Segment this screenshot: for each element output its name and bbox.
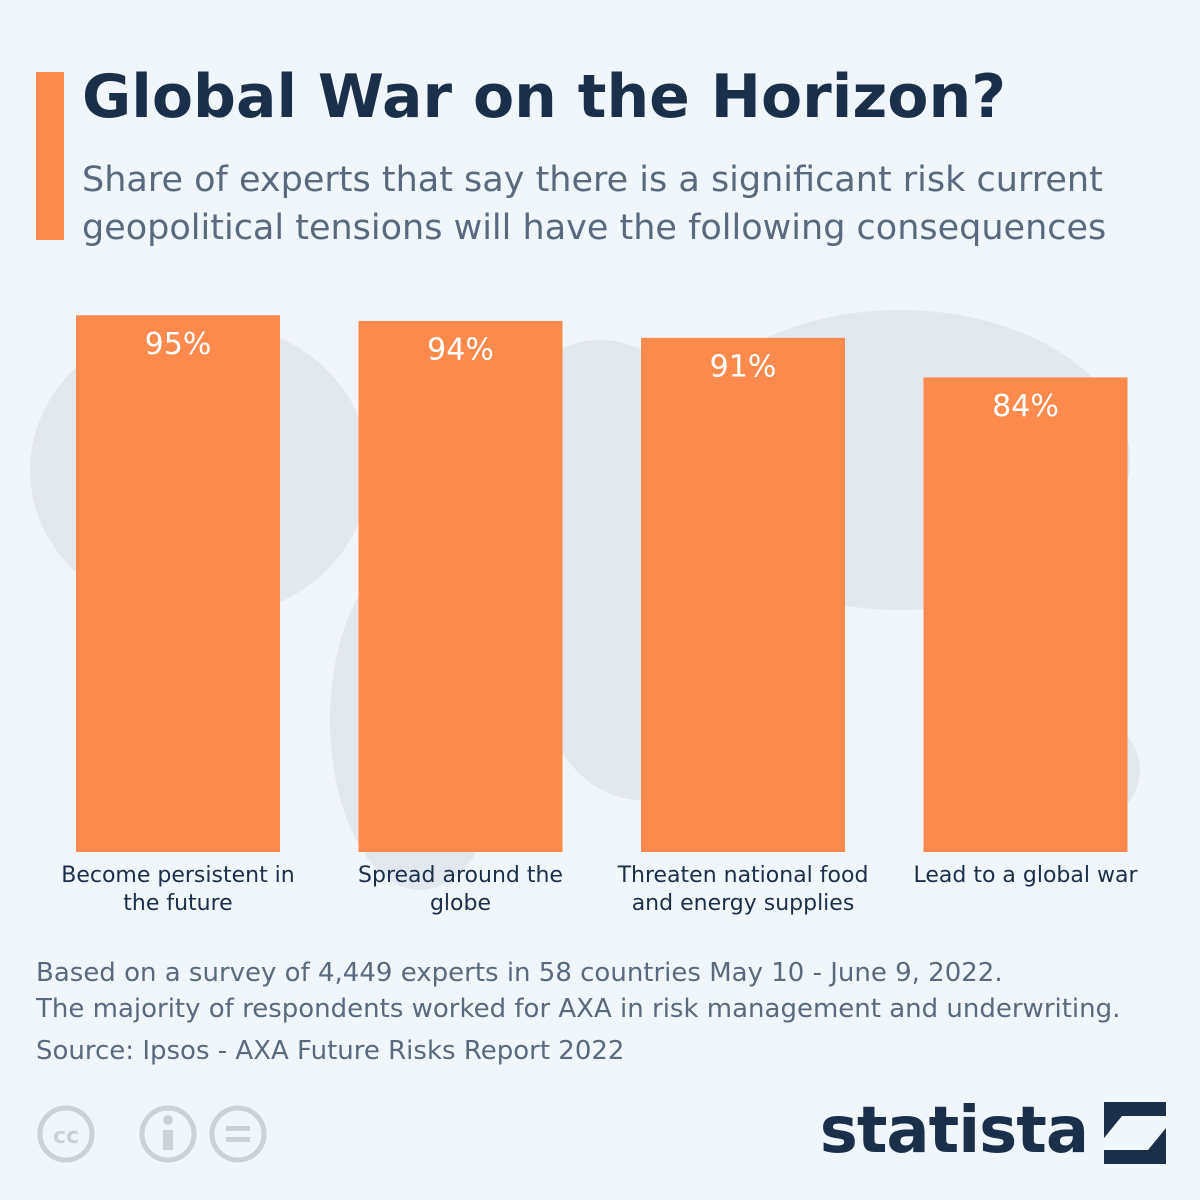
brand-logo: statista [819, 1094, 1089, 1168]
bar [923, 377, 1128, 852]
value-label: 91% [710, 349, 777, 384]
subtitle: Share of experts that say there is a sig… [82, 160, 1107, 248]
bar [76, 315, 280, 852]
x-tick-label: Spread around the globe [358, 863, 563, 916]
x-tick-label: Become persistent in the future [61, 863, 295, 916]
note: The majority of respondents worked for A… [36, 994, 1121, 1024]
bar [641, 337, 845, 853]
license-icons: cc [37, 1105, 267, 1163]
title: Global War on the Horizon? [82, 62, 1006, 132]
note: Based on a survey of 4,449 experts in 58… [36, 958, 1003, 988]
value-label: 84% [992, 389, 1059, 424]
accent-bar [36, 72, 64, 240]
value-label: 95% [145, 327, 212, 362]
brand-icon [1104, 1102, 1166, 1164]
source: Source: Ipsos - AXA Future Risks Report … [36, 1036, 625, 1066]
svg-text:cc: cc [53, 1124, 79, 1149]
x-tick-label: Threaten national food and energy suppli… [617, 863, 869, 916]
value-label: 94% [427, 332, 494, 367]
bar [358, 320, 563, 852]
x-tick-label: Lead to a global war [913, 863, 1138, 888]
